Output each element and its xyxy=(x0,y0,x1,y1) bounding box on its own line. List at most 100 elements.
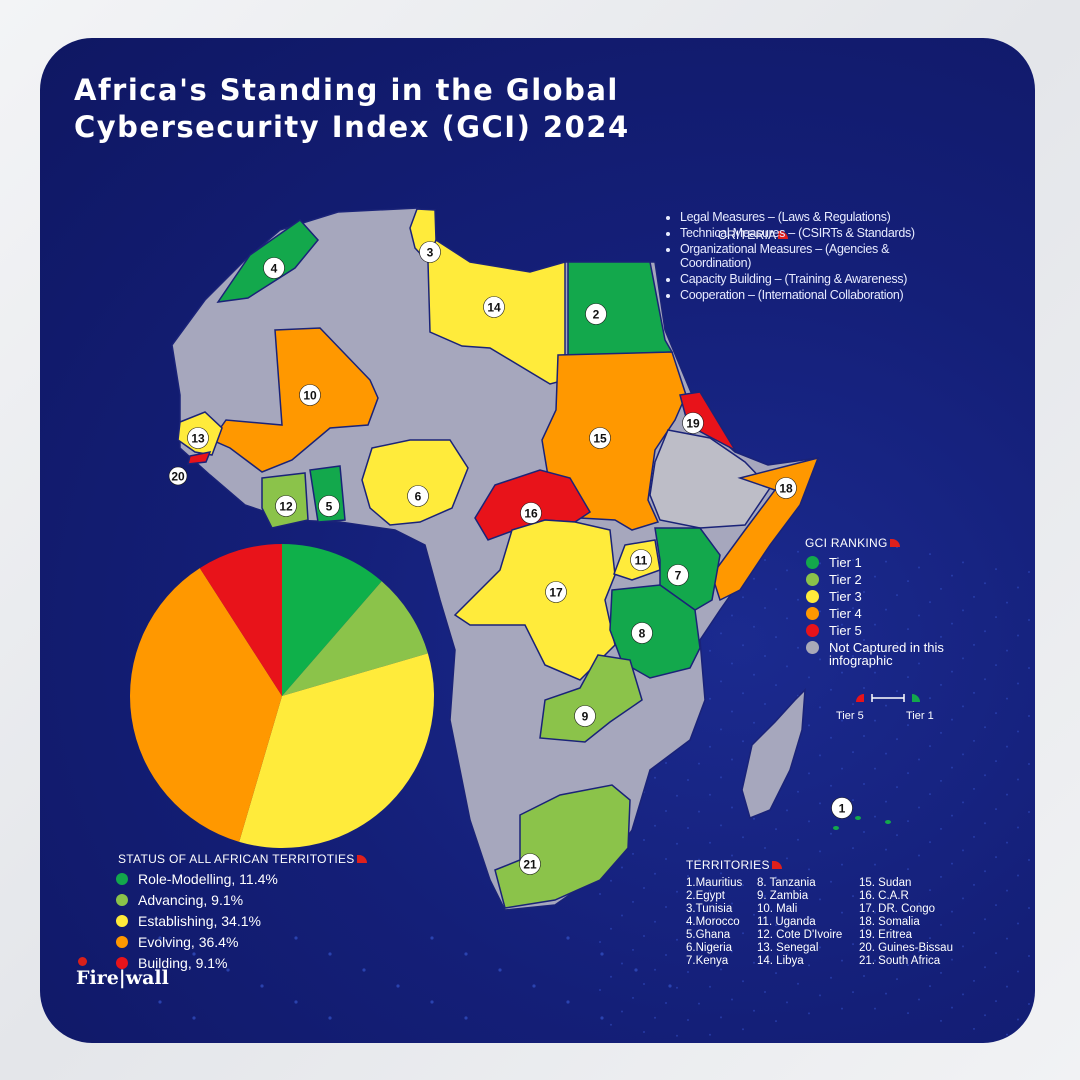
ranking-legend: Tier 1 Tier 2 Tier 3 Tier 4 Tier 5 Not C… xyxy=(806,556,959,671)
map-label-badge xyxy=(318,495,340,517)
map-label-badge xyxy=(275,495,297,517)
territories-column-3: 15. Sudan 16. C.A.R 17. DR. Congo 18. Somal… xyxy=(859,877,953,968)
criteria-item: Capacity Building – (Training & Awarenes… xyxy=(680,272,930,286)
status-pie-chart xyxy=(129,544,435,849)
status-legend: Role-Modelling, 11.4% Advancing, 9.1% Es… xyxy=(116,871,278,976)
status-label: Advancing, 9.1% xyxy=(138,892,244,908)
ranking-heading-text: GCI RANKING xyxy=(805,536,888,550)
map-label-number: 17 xyxy=(549,585,563,599)
ranking-heading: GCI RANKING xyxy=(805,536,900,550)
map-label-badge xyxy=(299,384,321,406)
map-label-number: 18 xyxy=(779,481,793,495)
status-item-role-modelling: Role-Modelling, 11.4% xyxy=(116,871,278,887)
territory-item: 5.Ghana xyxy=(686,929,731,941)
tier-5-dot xyxy=(806,624,819,637)
map-label-badge xyxy=(630,549,652,571)
pie-slice-establishing xyxy=(239,653,435,849)
status-label: Building, 9.1% xyxy=(138,955,228,971)
red-flag-icon xyxy=(778,231,789,239)
territories-column-2: 8. Tanzania 9. Zambia 10. Mali 11. Uganda 12… xyxy=(757,877,842,968)
region-mali xyxy=(210,327,379,473)
map-label-badge xyxy=(187,427,209,449)
territory-item: 14. Libya xyxy=(757,955,804,967)
red-flag-icon xyxy=(889,539,900,547)
map-label-number: 14 xyxy=(487,300,501,314)
map-label-number: 5 xyxy=(326,499,333,513)
map-label-number: 10 xyxy=(303,388,317,402)
legend-label: Tier 1 xyxy=(829,555,862,570)
map-label-number: 19 xyxy=(686,416,700,430)
status-heading-text: STATUS OF ALL AFRICAN TERRITOTIES xyxy=(118,852,355,866)
pie-slice-advancing xyxy=(282,581,428,696)
red-flag-icon xyxy=(771,861,782,869)
territory-item: 7.Kenya xyxy=(686,955,729,967)
territory-item: 21. South Africa xyxy=(859,955,941,967)
territory-item: 2.Egypt xyxy=(686,890,725,902)
map-label-number: 7 xyxy=(675,568,682,582)
map-label-number: 13 xyxy=(191,431,205,445)
map-label-badge xyxy=(263,257,285,279)
map-label-badge xyxy=(483,296,505,318)
status-label: Role-Modelling, 11.4% xyxy=(138,871,278,887)
map-label-number: 20 xyxy=(171,469,185,483)
criteria-heading: CRITERIA xyxy=(718,228,789,242)
scale-low-label: Tier 5 xyxy=(836,710,864,722)
legend-label: Not Captured in this infographic xyxy=(829,640,944,668)
territory-item: 18. Somalia xyxy=(859,916,920,928)
map-label-badge xyxy=(407,485,429,507)
legend-label: Tier 2 xyxy=(829,572,862,587)
map-label-badge xyxy=(682,412,704,434)
map-label-badge xyxy=(589,427,611,449)
territories-list: 1.Mauritius 2.Egypt 3.Tunisia 4.Morocco 5.Gh… xyxy=(644,838,953,967)
territory-item: 10. Mali xyxy=(757,903,798,915)
map-label-badge xyxy=(585,303,607,325)
region-nigeria xyxy=(361,439,469,526)
map-label-badge xyxy=(419,241,441,263)
territory-item: 4.Morocco xyxy=(686,916,740,928)
map-label-badge xyxy=(574,705,596,727)
map-label-badge xyxy=(631,622,653,644)
territory-item: 6.Nigeria xyxy=(686,942,733,954)
tier-scale-graphic xyxy=(856,694,920,702)
region-tanzania xyxy=(609,584,701,679)
map-label-badge xyxy=(520,502,542,524)
tier-3-dot xyxy=(806,590,819,603)
region-guinea-bissau xyxy=(187,450,212,465)
map-label-number: 1 xyxy=(839,801,846,815)
status-dot xyxy=(116,915,128,927)
map-label-number: 2 xyxy=(593,307,600,321)
map-label-number: 6 xyxy=(415,489,422,503)
legend-item-not-captured: Not Captured in this infographic xyxy=(806,641,959,667)
map-label-number: 15 xyxy=(593,431,607,445)
madagascar xyxy=(741,688,806,820)
territory-item: 16. C.A.R xyxy=(859,890,909,902)
map-label-badge xyxy=(168,466,188,486)
map-label-badge xyxy=(545,581,567,603)
page-title: Africa's Standing in the Global Cybersec… xyxy=(74,72,674,146)
status-dot xyxy=(116,957,128,969)
status-dot xyxy=(116,936,128,948)
territory-item: 17. DR. Congo xyxy=(859,903,936,915)
criteria-list: Legal Measures – (Laws & Regulations) Te… xyxy=(662,210,930,304)
map-label-number: 21 xyxy=(523,857,537,871)
legend-item-tier-2: Tier 2 xyxy=(806,573,959,586)
territory-item: 20. Guines-Bissau xyxy=(859,942,953,954)
territory-item: 19. Eritrea xyxy=(859,929,913,941)
not-captured-dot xyxy=(806,641,819,654)
territory-item: 11. Uganda xyxy=(757,916,816,928)
mauritius-island xyxy=(833,826,839,830)
title-line-2: Cybersecurity Index (GCI) 2024 xyxy=(74,110,630,144)
criteria-item: Technical Measures – (CSIRTs & Standards… xyxy=(680,226,930,240)
map-label-number: 3 xyxy=(427,245,434,259)
map-label-number: 9 xyxy=(582,709,589,723)
criteria-heading-text: CRITERIA xyxy=(718,228,777,242)
pie-slice-role-modelling xyxy=(282,544,382,696)
firewall-logo: Fire|wall xyxy=(76,957,169,989)
map-label-badge xyxy=(667,564,689,586)
territory-item: 15. Sudan xyxy=(859,877,912,889)
map-label-number: 4 xyxy=(271,261,278,275)
status-item-establishing: Establishing, 34.1% xyxy=(116,913,278,929)
status-dot xyxy=(116,894,128,906)
territory-item: 12. Cote D'Ivoire xyxy=(757,929,843,941)
